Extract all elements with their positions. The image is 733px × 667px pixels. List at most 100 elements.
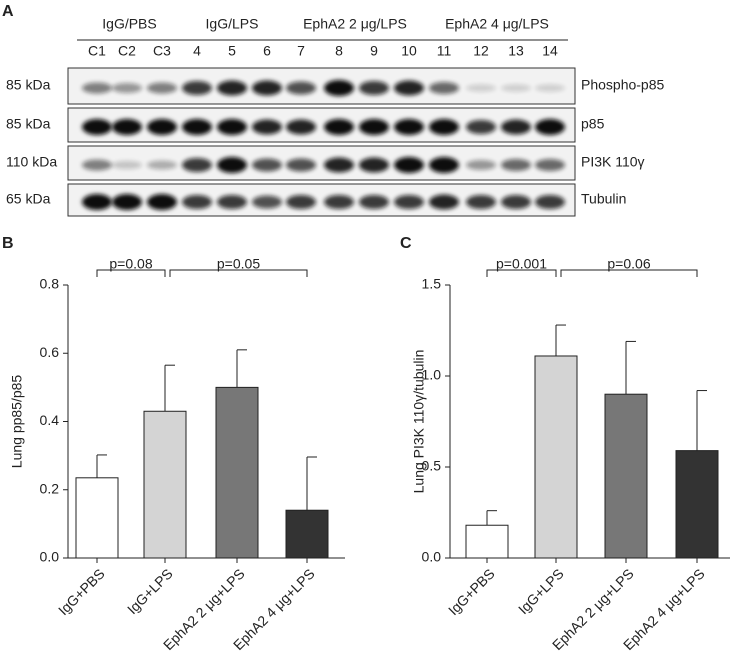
blot-band (394, 80, 424, 96)
lane-label: 9 (370, 43, 378, 59)
blot-band (286, 119, 316, 135)
blot-band (394, 119, 424, 135)
lane-label: 14 (542, 43, 558, 59)
lane-label: 7 (297, 43, 305, 59)
blot-band (466, 84, 496, 92)
blot-band (286, 158, 316, 172)
blot-band (501, 119, 531, 135)
blot-band (182, 195, 212, 209)
blot-band (501, 195, 531, 209)
blot-band (112, 194, 142, 210)
lane-label: 5 (228, 43, 236, 59)
blot-band (182, 119, 212, 135)
panel-label: C (400, 235, 412, 252)
blot-band (82, 119, 112, 135)
blot-band (217, 119, 247, 135)
blot-band (359, 119, 389, 135)
p-value: p=0.001 (496, 256, 547, 272)
blot-band (112, 119, 142, 135)
p-value: p=0.06 (607, 256, 650, 272)
bar (215, 386, 259, 559)
panel-label: B (2, 235, 14, 252)
blot-band (252, 195, 282, 209)
blot-band (394, 195, 424, 209)
blot-band (147, 119, 177, 135)
bar (465, 524, 509, 559)
lane-label: 12 (473, 43, 489, 59)
blot-band (466, 120, 496, 134)
size-label: 110 kDa (6, 154, 57, 170)
y-tick-label: 0.4 (40, 412, 60, 428)
group-label: EphA2 2 μg/LPS (303, 16, 407, 32)
lane-label: 13 (508, 43, 524, 59)
blot-band (252, 80, 282, 96)
blot-band (286, 81, 316, 95)
y-tick-label: 0.0 (422, 549, 442, 565)
y-axis-title: Lung PI3K 110γ/tubulin (411, 350, 427, 494)
lane-label: C2 (118, 43, 136, 59)
p-value: p=0.08 (109, 256, 152, 272)
blot-band (501, 84, 531, 92)
blot-band (182, 81, 212, 95)
lane-label: C3 (153, 43, 171, 59)
blot-band (324, 195, 354, 209)
significance-bracket (486, 269, 557, 277)
group-label: EphA2 4 μg/LPS (445, 16, 549, 32)
blot-band (535, 84, 565, 92)
bar (675, 450, 719, 559)
bar (604, 393, 648, 559)
blot-band (324, 157, 354, 173)
y-axis-title: Lung pp85/p85 (9, 375, 25, 469)
lane-label: 6 (263, 43, 271, 59)
y-tick-label: 0.6 (40, 344, 60, 360)
y-tick-label: 0.5 (422, 458, 442, 474)
significance-bracket (560, 269, 698, 277)
blot-strip (67, 183, 576, 217)
significance-bracket (96, 269, 166, 277)
blot-band (252, 158, 282, 172)
blot-band (535, 195, 565, 209)
y-tick-label: 0.8 (40, 276, 60, 292)
blot-band (429, 82, 459, 94)
protein-label: p85 (581, 116, 605, 132)
blot-band (324, 119, 354, 135)
blot-band (217, 80, 247, 96)
blot-band (252, 119, 282, 135)
blot-band (147, 194, 177, 210)
bar (534, 355, 578, 559)
blot-band (112, 161, 142, 169)
blot-band (359, 81, 389, 95)
size-label: 65 kDa (6, 191, 51, 207)
lane-label: C1 (88, 43, 106, 59)
blot-band (535, 159, 565, 171)
lane-label: 11 (437, 43, 452, 59)
blot-strip (67, 67, 576, 105)
protein-label: PI3K 110γ (581, 154, 645, 170)
panel-label: A (2, 3, 14, 20)
significance-bracket (169, 269, 308, 277)
x-tick-label: IgG+LPS (515, 565, 567, 617)
lane-label: 10 (401, 43, 417, 59)
x-tick-label: IgG+LPS (124, 565, 176, 617)
blot-band (429, 194, 459, 210)
blot-band (217, 195, 247, 209)
blot-band (466, 160, 496, 170)
blot-band (82, 194, 112, 210)
blot-band (147, 82, 177, 94)
bar (143, 410, 187, 559)
x-tick-label: IgG+PBS (55, 565, 108, 618)
blot-band (359, 195, 389, 209)
blot-band (182, 158, 212, 172)
protein-label: Phospho-p85 (581, 77, 665, 93)
y-tick-label: 1.5 (422, 276, 442, 292)
blot-band (82, 159, 112, 171)
p-value: p=0.05 (217, 256, 260, 272)
blot-band (429, 119, 459, 135)
blot-band (501, 159, 531, 171)
blot-band (359, 157, 389, 173)
blot-band (217, 157, 247, 173)
y-tick-label: 0.2 (40, 480, 60, 496)
size-label: 85 kDa (6, 116, 51, 132)
blot-strip (67, 145, 576, 181)
